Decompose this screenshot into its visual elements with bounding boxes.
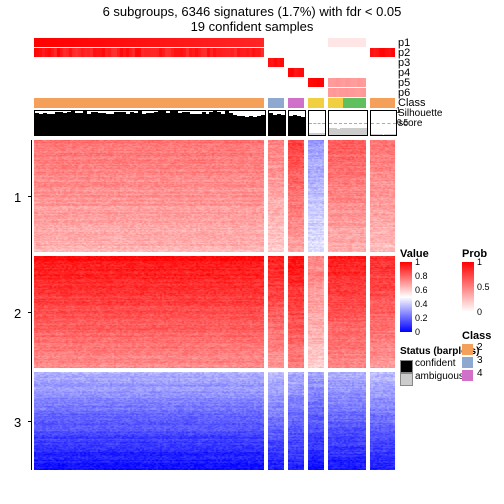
heat-r0-b1 xyxy=(268,140,284,252)
prob-row-2-b4 xyxy=(328,48,366,57)
prob-row-2-b3 xyxy=(308,48,324,57)
prob-row-5-b5 xyxy=(370,78,395,87)
heat-r1-b2 xyxy=(288,256,304,368)
heat-r2-b1 xyxy=(268,372,284,470)
sil-box-3 xyxy=(308,110,326,136)
prob-row-6-b2 xyxy=(288,88,304,97)
prob-row-6-b4 xyxy=(328,88,366,97)
prob-row-4-b2 xyxy=(288,68,304,77)
prob-row-2-b2 xyxy=(288,48,304,57)
prob-row-5-b4 xyxy=(328,78,366,87)
prob-row-1-b1 xyxy=(268,38,284,47)
value-tick-5: 0 xyxy=(415,327,420,337)
prob-row-1-b4 xyxy=(328,38,366,47)
prob-row-2-b1 xyxy=(268,48,284,57)
sil-box-1 xyxy=(268,110,286,136)
value-tick-0: 1 xyxy=(415,257,420,267)
prob-row-4-b4 xyxy=(328,68,366,77)
prob-row-5-b2 xyxy=(288,78,304,87)
value-tick-1: 0.8 xyxy=(415,271,428,281)
class-sw-1 xyxy=(462,357,473,368)
prob-row-4-b1 xyxy=(268,68,284,77)
prob-tick-0: 1 xyxy=(477,257,482,267)
class-block-1 xyxy=(268,98,284,108)
heat-r2-b3 xyxy=(308,372,324,470)
prob-row-5-b1 xyxy=(268,78,284,87)
heat-r0-b0 xyxy=(34,140,264,252)
rowgroup-label-2: 3 xyxy=(14,415,21,430)
prob-row-3-b4 xyxy=(328,58,366,67)
heat-r2-b5 xyxy=(370,372,395,470)
class-lab-2: 4 xyxy=(477,368,483,379)
value-legend-bar xyxy=(400,262,412,332)
prob-row-4-b3 xyxy=(308,68,324,77)
heat-r1-b3 xyxy=(308,256,324,368)
prob-row-1-b0 xyxy=(34,38,264,47)
prob-row-6-b5 xyxy=(370,88,395,97)
rowgroup-label-1: 2 xyxy=(14,306,21,321)
class-block-3 xyxy=(308,98,324,108)
prob-row-6-b1 xyxy=(268,88,284,97)
heat-r2-b4 xyxy=(328,372,366,470)
prob-row-2-b0 xyxy=(34,48,264,57)
prob-row-2-b5 xyxy=(370,48,395,57)
prob-row-3-b3 xyxy=(308,58,324,67)
class-block-2 xyxy=(288,98,304,108)
prob-row-5-b3 xyxy=(308,78,324,87)
class-legend-title: Class xyxy=(462,330,491,342)
left-axis xyxy=(31,140,32,470)
silt05: 0.5 xyxy=(397,118,408,127)
prob-row-4-b5 xyxy=(370,68,395,77)
prob-row-6-b0 xyxy=(34,88,264,97)
prob-legend-bar xyxy=(462,262,474,312)
value-tick-3: 0.4 xyxy=(415,299,428,309)
class-lab-0: 2 xyxy=(477,342,483,353)
prob-tick-2: 0 xyxy=(477,307,482,317)
class-sw-0 xyxy=(462,344,473,355)
heat-r0-b3 xyxy=(308,140,324,252)
heat-r2-b0 xyxy=(34,372,264,470)
class-block-4b xyxy=(343,98,366,108)
status-lab-1: ambiguous xyxy=(415,371,464,382)
heat-r1-b0 xyxy=(34,256,264,368)
prob-row-3-b1 xyxy=(268,58,284,67)
sil-box-2 xyxy=(288,110,306,136)
status-sw-0 xyxy=(400,360,413,373)
heat-r1-b5 xyxy=(370,256,395,368)
prob-row-3-b5 xyxy=(370,58,395,67)
prob-tick-1: 0.5 xyxy=(477,282,490,292)
heat-r1-b1 xyxy=(268,256,284,368)
status-lab-0: confident xyxy=(415,358,456,369)
sil-tick-1: 1 xyxy=(396,106,400,115)
prob-legend-title: Prob xyxy=(462,248,487,260)
prob-row-5-b0 xyxy=(34,78,264,87)
prob-row-6-b3 xyxy=(308,88,324,97)
class-lab-1: 3 xyxy=(477,355,483,366)
class-sw-2 xyxy=(462,370,473,381)
prob-row-1-b3 xyxy=(308,38,324,47)
prob-row-3-b2 xyxy=(288,58,304,67)
prob-row-4-b0 xyxy=(34,68,264,77)
class-block-4a xyxy=(328,98,343,108)
class-block-0 xyxy=(34,98,264,108)
heatmap-figure: p1p2p3p4p5p6ClassSilhouettescore10.5123V… xyxy=(0,0,504,504)
heat-r1-b4 xyxy=(328,256,366,368)
sil-box-0 xyxy=(34,110,266,136)
heat-r0-b4 xyxy=(328,140,366,252)
value-tick-4: 0.2 xyxy=(415,313,428,323)
sil-box-5 xyxy=(370,110,397,136)
heat-r0-b5 xyxy=(370,140,395,252)
sil-box-4 xyxy=(328,110,368,136)
class-block-5 xyxy=(370,98,395,108)
value-tick-2: 0.6 xyxy=(415,285,428,295)
prob-row-1-b5 xyxy=(370,38,395,47)
rowgroup-label-0: 1 xyxy=(14,190,21,205)
heat-r2-b2 xyxy=(288,372,304,470)
status-sw-1 xyxy=(400,373,413,386)
heat-r0-b2 xyxy=(288,140,304,252)
prob-row-3-b0 xyxy=(34,58,264,67)
prob-row-1-b2 xyxy=(288,38,304,47)
